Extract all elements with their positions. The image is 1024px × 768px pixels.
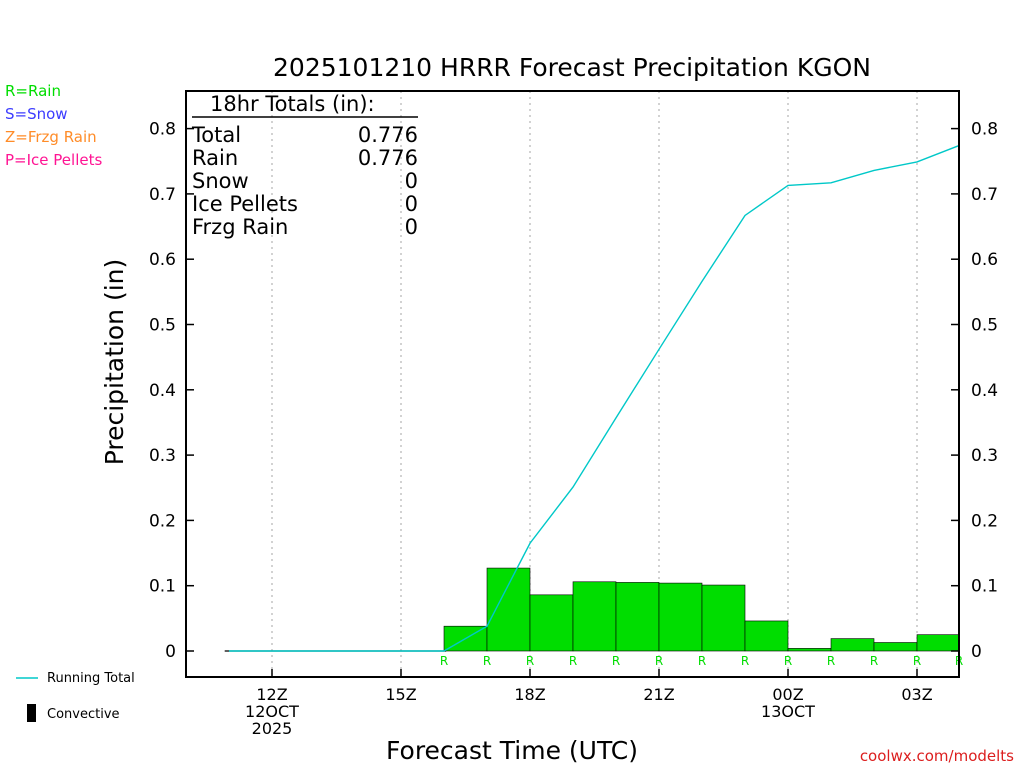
y-tick-label: 0 — [165, 642, 176, 662]
y-tick-label: 0 — [971, 642, 982, 662]
series-legend: Running Total Convective — [16, 671, 135, 722]
precip-bar — [830, 638, 875, 652]
totals-row-value: 0 — [405, 169, 418, 193]
y-tick-label: 0.7 — [971, 185, 998, 205]
precip-bar — [787, 648, 832, 652]
ptype-marker: R — [612, 654, 620, 668]
x-tick-label: 18Z — [514, 685, 545, 704]
convective-swatch — [27, 704, 36, 722]
y-tick-label: 0.1 — [971, 577, 998, 597]
ptype-marker: R — [913, 654, 921, 668]
ptype-marker: R — [569, 654, 577, 668]
precip-bar — [701, 584, 746, 652]
hourly-bars — [224, 567, 960, 652]
ptype-marker: R — [526, 654, 534, 668]
totals-row-label: Snow — [192, 169, 249, 193]
x-axis-title: Forecast Time (UTC) — [386, 736, 638, 765]
y-axis-title: Precipitation (in) — [100, 259, 129, 466]
ptype-marker: R — [741, 654, 749, 668]
y-axis-right: 0 0.1 0.2 0.3 0.4 0.5 0.6 0.7 0.8 — [951, 120, 998, 662]
y-tick-label: 0.8 — [149, 120, 176, 140]
totals-row-value: 0.776 — [358, 146, 418, 170]
ptype-marker: R — [870, 654, 878, 668]
plot-frame — [185, 90, 960, 678]
ptype-marker: R — [483, 654, 491, 668]
totals-row-value: 0 — [405, 192, 418, 216]
x-tick-label: 12Z — [256, 685, 287, 704]
precip-bar — [486, 567, 531, 652]
x-tick-label: 2025 — [252, 719, 293, 738]
ptype-legend: R=Rain S=Snow Z=Frzg Rain P=Ice Pellets — [5, 82, 102, 169]
precip-bar — [916, 634, 960, 652]
ptype-marker: R — [827, 654, 835, 668]
totals-row-label: Rain — [192, 146, 238, 170]
y-tick-label: 0.7 — [149, 185, 176, 205]
x-tick-label: 21Z — [643, 685, 674, 704]
ptype-marker: R — [655, 654, 663, 668]
series-legend-label: Convective — [47, 707, 120, 722]
totals-box: 18hr Totals (in): Total 0.776 Rain 0.776 Snow… — [191, 92, 418, 239]
x-tick-label: 12OCT — [245, 702, 299, 721]
y-axis-left: 0 0.1 0.2 0.3 0.4 0.5 0.6 0.7 0.8 — [149, 120, 194, 662]
totals-row-value: 0.776 — [358, 123, 418, 147]
y-tick-label: 0.3 — [971, 446, 998, 466]
y-tick-label: 0.5 — [149, 316, 176, 336]
ptype-marker: R — [784, 654, 792, 668]
credit-text: coolwx.com/modelts — [860, 747, 1014, 765]
x-tick-label: 03Z — [901, 685, 932, 704]
y-tick-label: 0.2 — [971, 511, 998, 531]
y-tick-label: 0.4 — [971, 381, 998, 401]
x-tick-label: 13OCT — [761, 702, 815, 721]
running-total-line — [229, 144, 960, 652]
totals-row-label: Ice Pellets — [192, 192, 298, 216]
precip-bar — [615, 582, 660, 652]
gridlines — [271, 91, 918, 677]
series-legend-label: Running Total — [47, 671, 135, 686]
x-tick-label: 00Z — [772, 685, 803, 704]
y-tick-label: 0.4 — [149, 381, 176, 401]
totals-header: 18hr Totals (in): — [210, 92, 375, 116]
y-tick-label: 0.1 — [149, 577, 176, 597]
totals-row-label: Frzg Rain — [192, 215, 288, 239]
ptype-legend-item: P=Ice Pellets — [5, 151, 102, 169]
ptype-legend-item: Z=Frzg Rain — [5, 128, 97, 146]
y-tick-label: 0.5 — [971, 316, 998, 336]
y-tick-label: 0.6 — [971, 250, 998, 270]
y-tick-label: 0.3 — [149, 446, 176, 466]
y-tick-label: 0.8 — [971, 120, 998, 140]
totals-row-label: Total — [191, 123, 241, 147]
precip-bar — [658, 582, 703, 652]
precip-bar — [529, 594, 574, 652]
chart-title: 2025101210 HRRR Forecast Precipitation K… — [273, 53, 871, 82]
totals-row-value: 0 — [405, 215, 418, 239]
ptype-legend-item: S=Snow — [5, 105, 68, 123]
precip-bar — [744, 620, 789, 652]
ptype-legend-item: R=Rain — [5, 82, 61, 100]
y-tick-label: 0.2 — [149, 511, 176, 531]
x-tick-label: 15Z — [385, 685, 416, 704]
ptype-marker: R — [698, 654, 706, 668]
ptype-marker: R — [440, 654, 448, 668]
precip-bar — [572, 581, 617, 652]
precip-bar — [873, 642, 918, 652]
y-tick-label: 0.6 — [149, 250, 176, 270]
